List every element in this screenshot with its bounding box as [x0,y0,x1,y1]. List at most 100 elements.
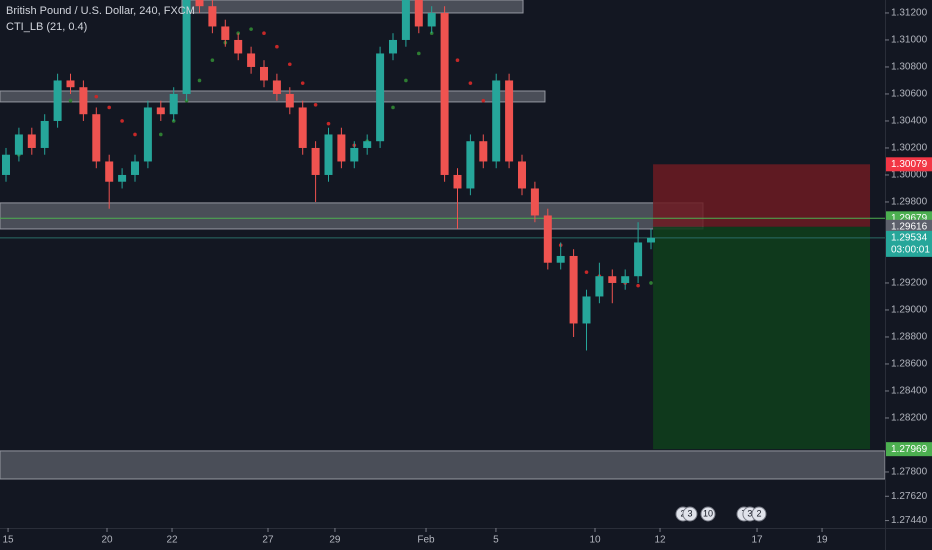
price-label: 1.29616 [891,221,928,232]
x-tick-label: 22 [166,535,178,546]
candle-body [530,188,539,216]
event-badge [700,506,716,522]
price-label: 1.27969 [891,444,928,455]
indicator-dot [649,281,653,285]
candle-body [427,12,436,27]
indicator-dot [300,81,305,85]
candle-body [363,141,372,148]
candle-body [143,107,152,162]
candle-body [40,120,49,148]
indicator-dot [94,94,99,99]
candle-body [401,0,410,40]
x-tick-label: 19 [816,535,828,546]
candle-body [285,93,294,108]
candle-body [608,276,617,283]
price-label-box [886,219,932,234]
candle-body [130,161,139,175]
event-badge [682,506,698,522]
candle-body [646,237,655,243]
indicator-dot [313,102,318,107]
indicator-dot [197,78,202,83]
candle-body [505,80,514,162]
plot-area [0,0,886,480]
candle-body [259,66,268,81]
candle-body [27,134,36,148]
y-tick-label: 1.28400 [891,386,928,397]
event-label: 10 [703,508,713,518]
candle-body [517,161,526,189]
candle-body [569,255,578,324]
candle-body [582,296,591,324]
candle-body [118,174,127,182]
price-label-box [886,157,932,172]
price-label: 1.29534 [891,233,928,244]
indicator-dot [107,105,111,110]
candle-body [595,276,604,297]
indicator-dot [326,121,331,126]
indicator-dot [468,81,473,85]
chart-title: British Pound / U.S. Dollar, 240, FXCM [6,5,195,17]
y-tick-label: 1.30600 [891,89,928,100]
y-tick-label: 1.29000 [891,305,928,316]
indicator-dot [481,98,486,103]
zone [181,0,524,14]
event-badge [751,506,767,522]
candle-body [208,6,217,27]
price-label: 1.29679 [891,213,928,224]
indicator-dot [391,105,395,110]
candle-body [543,215,552,263]
indicator-dot [455,58,460,63]
x-tick-label: 15 [2,535,14,546]
candle-body [337,134,346,162]
indicator-dot [133,132,137,137]
candle-body [92,114,101,162]
candle-body [479,141,488,162]
y-tick-label: 1.29800 [891,197,928,208]
indicator-dot [404,78,408,83]
x-tick-label: 12 [654,535,666,546]
zone [0,90,546,103]
y-tick-label: 1.28800 [891,332,928,343]
y-tick-label: 1.30400 [891,116,928,127]
indicator-dot [158,132,163,137]
y-tick-label: 1.30800 [891,62,928,73]
x-tick-label: 17 [751,535,763,546]
y-tick-label: 1.28600 [891,359,928,370]
indicator-dot [287,62,292,67]
y-tick-label: 1.31200 [891,8,928,19]
candle-body [66,80,75,88]
y-tick-label: 1.30200 [891,143,928,154]
candle-body [492,80,501,162]
price-label-box [886,230,932,257]
candle-body [195,0,204,7]
y-tick-label: 1.27620 [891,491,928,502]
indicator-dot [249,27,253,31]
candle-body [169,93,178,115]
candle-body [453,174,462,189]
zone [0,450,886,480]
candle-body [234,39,243,54]
candle-body [388,39,397,54]
candle-body [298,107,307,148]
candle-body [350,147,359,162]
candle-body [556,255,565,263]
candle-body [621,276,630,283]
y-tick-label: 1.29200 [891,278,928,289]
candle-body [221,26,230,40]
y-tick-label: 1.27440 [891,515,928,526]
candle-body [53,80,62,121]
candle-body [247,53,256,67]
indicator-dot [636,283,640,288]
indicator-dot [120,119,124,123]
y-tick-label: 1.27800 [891,467,928,478]
candle-body [440,12,449,175]
candle-body [414,0,423,27]
x-tick-label: Feb [417,535,435,546]
event-label: 3 [687,508,692,518]
candle-body [182,0,191,94]
indicator-dot [584,270,589,274]
indicator-dot [210,58,215,63]
y-tick-label: 1.31000 [891,35,928,46]
indicator-dot [68,98,73,103]
